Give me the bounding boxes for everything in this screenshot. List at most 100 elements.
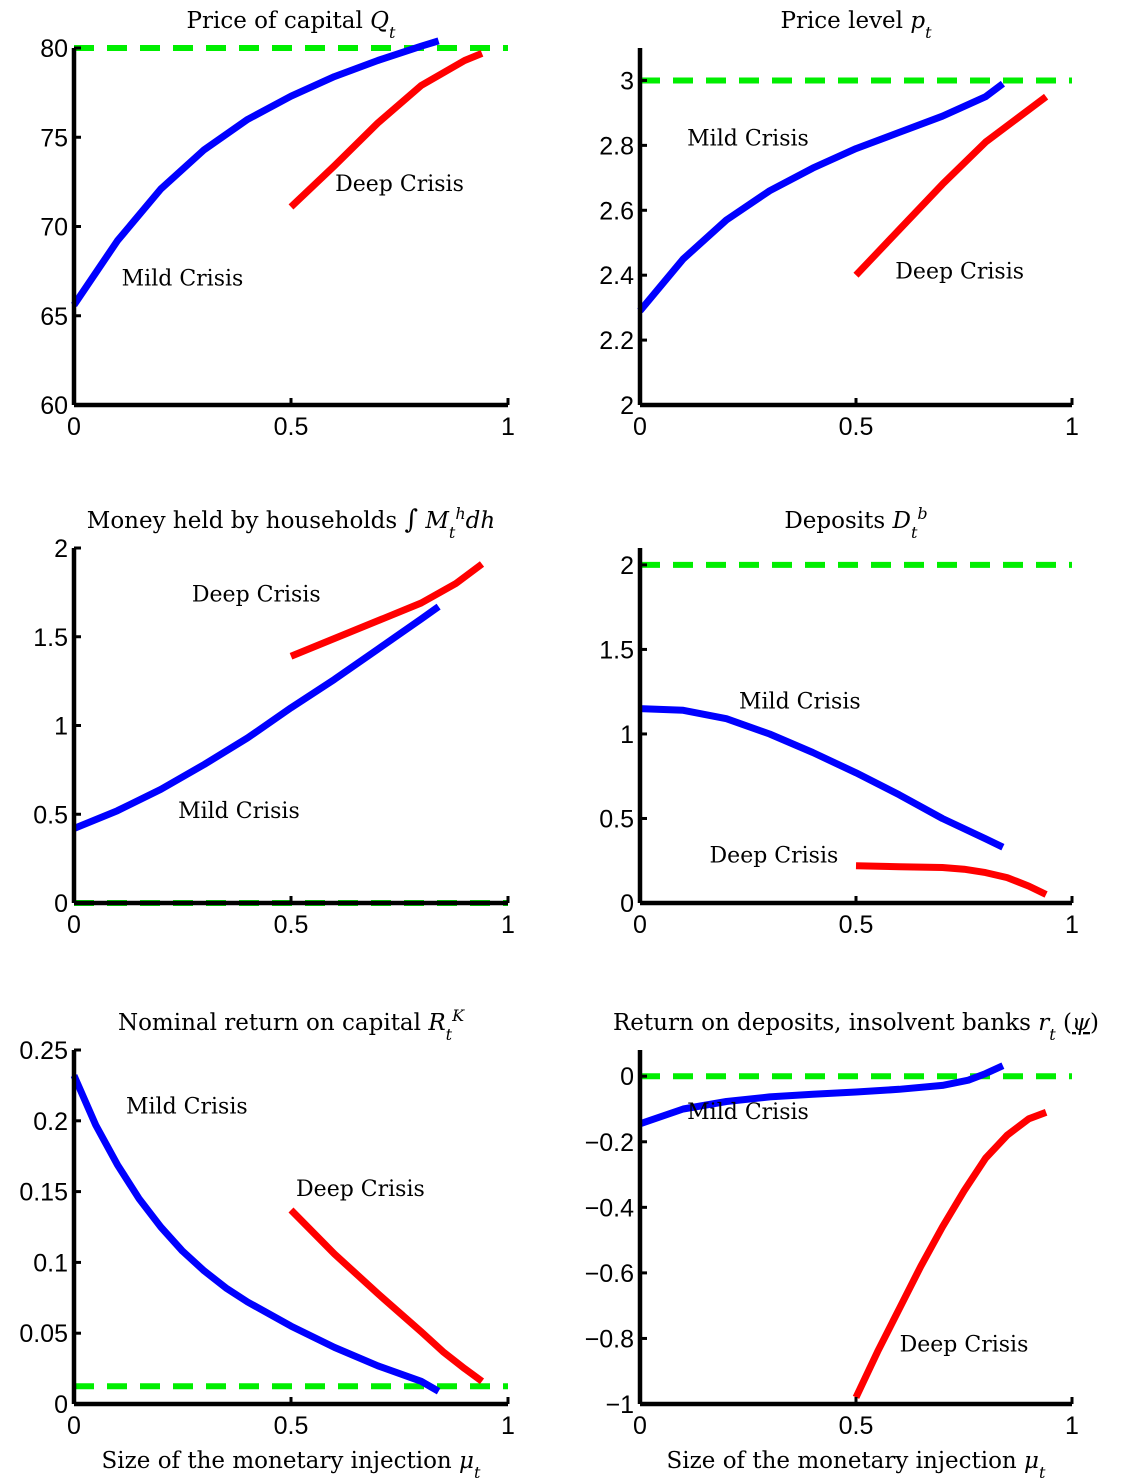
deep-crisis-line xyxy=(853,93,1049,278)
panel-title: Price of capital Qt xyxy=(187,8,396,42)
annotation-deep-crisis: Deep Crisis xyxy=(895,259,1024,284)
x-tick-label: 0 xyxy=(633,413,647,441)
mild-crisis-line xyxy=(70,1074,441,1395)
mild-crisis-line xyxy=(637,80,1006,314)
y-tick-label: 2 xyxy=(620,392,634,420)
y-tick-label: 0 xyxy=(620,1063,634,1091)
x-axis-label-part: t xyxy=(474,1463,481,1479)
x-tick-label: 1 xyxy=(1065,1412,1079,1440)
y-tick-label: 0.25 xyxy=(19,1037,68,1065)
y-tick-label: 60 xyxy=(40,392,68,420)
y-tick-label: 65 xyxy=(40,303,68,331)
annotation-deep-crisis: Deep Crisis xyxy=(296,1177,425,1202)
mild-crisis-line xyxy=(71,37,440,307)
x-tick-label: 0 xyxy=(633,911,647,939)
panel-title-part: Price of capital xyxy=(187,8,371,34)
deep-crisis-line xyxy=(289,561,485,660)
x-axis-label-part: Size of the monetary injection xyxy=(102,1448,460,1474)
chart-panel-6: Return on deposits, insolvent banks rt (… xyxy=(585,1010,1099,1479)
x-axis-label: Size of the monetary injection μt xyxy=(102,1448,481,1479)
panel-title-part: R xyxy=(427,1010,445,1036)
chart-panel-1: Price of capital Qt 0 0.5 1 60 65 70 75 80 Mild C… xyxy=(40,8,515,441)
panel-title-part: r xyxy=(1038,1010,1051,1036)
y-tick-label: 2.4 xyxy=(599,262,634,290)
deep-crisis-line xyxy=(288,1207,485,1385)
x-tick-label: 0.5 xyxy=(274,413,309,441)
x-tick-label: 1 xyxy=(501,1412,515,1440)
panel-title-part: ) xyxy=(1090,1010,1099,1036)
panel-title-part: t xyxy=(1049,1025,1056,1044)
panel-title-part: t xyxy=(389,23,396,42)
x-tick-label: 0.5 xyxy=(839,413,874,441)
panel-title-part: t xyxy=(449,523,456,542)
x-tick-label: 1 xyxy=(501,413,515,441)
y-tick-label: 1 xyxy=(54,713,68,741)
annotation-deep-crisis: Deep Crisis xyxy=(710,843,839,868)
panel-title-part: Deposits xyxy=(784,508,892,534)
panel-title-part: Nominal return on capital xyxy=(118,1010,428,1036)
chart-panel-2: Price level pt 0 0.5 1 2 2.2 2.4 2.6 2.8 3 Mild Cr… xyxy=(599,8,1079,441)
mild-crisis-line xyxy=(639,705,1005,851)
x-tick-label: 1 xyxy=(501,911,515,939)
annotation-deep-crisis: Deep Crisis xyxy=(335,172,464,197)
panel-title-part: t xyxy=(925,23,932,42)
y-tick-label: 2.6 xyxy=(599,197,634,225)
y-tick-label: 1.5 xyxy=(33,624,68,652)
x-axis-label-part: μ xyxy=(1024,1448,1039,1474)
panel-title-part: ψ xyxy=(1072,1010,1091,1036)
y-tick-label: 2 xyxy=(54,535,68,563)
panel-title-part: t xyxy=(446,1025,453,1044)
x-tick-label: 0.5 xyxy=(274,911,309,939)
y-tick-label: 0.1 xyxy=(33,1249,68,1277)
y-tick-label: 0.5 xyxy=(33,801,68,829)
x-axis-label-part: μ xyxy=(459,1448,474,1474)
annotation-mild-crisis: Mild Crisis xyxy=(178,799,300,824)
y-tick-label: −0.2 xyxy=(585,1129,634,1157)
panel-title-part: K xyxy=(451,1006,465,1025)
annotation-mild-crisis: Mild Crisis xyxy=(126,1095,248,1120)
annotation-deep-crisis: Deep Crisis xyxy=(192,582,321,607)
mild-crisis-line xyxy=(638,1062,1005,1128)
y-tick-label: −1 xyxy=(605,1391,634,1419)
y-tick-label: 2.8 xyxy=(599,132,634,160)
annotation-mild-crisis: Mild Crisis xyxy=(687,126,809,151)
deep-crisis-line xyxy=(852,1109,1048,1399)
panel-title-part: Return on deposits, insolvent banks xyxy=(613,1010,1038,1036)
x-tick-label: 0.5 xyxy=(274,1412,309,1440)
panel-title: Deposits Dtb xyxy=(784,504,927,542)
chart-panel-4: Deposits Dtb 0 0.5 1 0 0.5 1 1.5 2 Mild Crisis Dee… xyxy=(599,504,1079,940)
x-tick-label: 1 xyxy=(1065,911,1079,939)
y-tick-label: 0.5 xyxy=(599,805,634,833)
x-tick-label: 0 xyxy=(633,1412,647,1440)
y-tick-label: 2 xyxy=(620,552,634,580)
y-tick-label: −0.4 xyxy=(585,1194,634,1222)
y-tick-label: 0.2 xyxy=(33,1108,68,1136)
annotation-mild-crisis: Mild Crisis xyxy=(687,1100,809,1125)
panel-title: Nominal return on capital RtK xyxy=(118,1006,465,1044)
x-tick-label: 1 xyxy=(1065,413,1079,441)
y-tick-label: 1 xyxy=(620,721,634,749)
panel-title: Money held by households ∫ Mthdh xyxy=(87,504,495,542)
y-tick-label: 0.05 xyxy=(19,1320,68,1348)
y-tick-label: −0.8 xyxy=(585,1325,634,1353)
deep-crisis-line xyxy=(288,50,484,210)
panel-title-part xyxy=(418,508,425,534)
panel-title: Price level pt xyxy=(780,8,932,42)
deep-crisis-line xyxy=(855,862,1048,898)
panel-title-part: Price level xyxy=(780,8,910,34)
panel-title-part: Money held by households xyxy=(87,508,405,534)
y-tick-label: 0 xyxy=(620,890,634,918)
y-tick-label: 0 xyxy=(54,890,68,918)
x-axis-label: Size of the monetary injection μt xyxy=(667,1448,1046,1479)
y-tick-label: 2.2 xyxy=(599,327,634,355)
y-tick-label: 70 xyxy=(40,214,68,242)
panel-title-part: h xyxy=(455,504,465,523)
mild-crisis-line xyxy=(72,603,441,832)
y-tick-label: 0 xyxy=(54,1391,68,1419)
panel-title-part: ∫ xyxy=(405,505,419,535)
x-axis-label-part: t xyxy=(1039,1463,1046,1479)
y-tick-label: 0.15 xyxy=(19,1179,68,1207)
panel-title-part: D xyxy=(892,508,911,534)
panel-title: Return on deposits, insolvent banks rt (… xyxy=(613,1010,1099,1044)
